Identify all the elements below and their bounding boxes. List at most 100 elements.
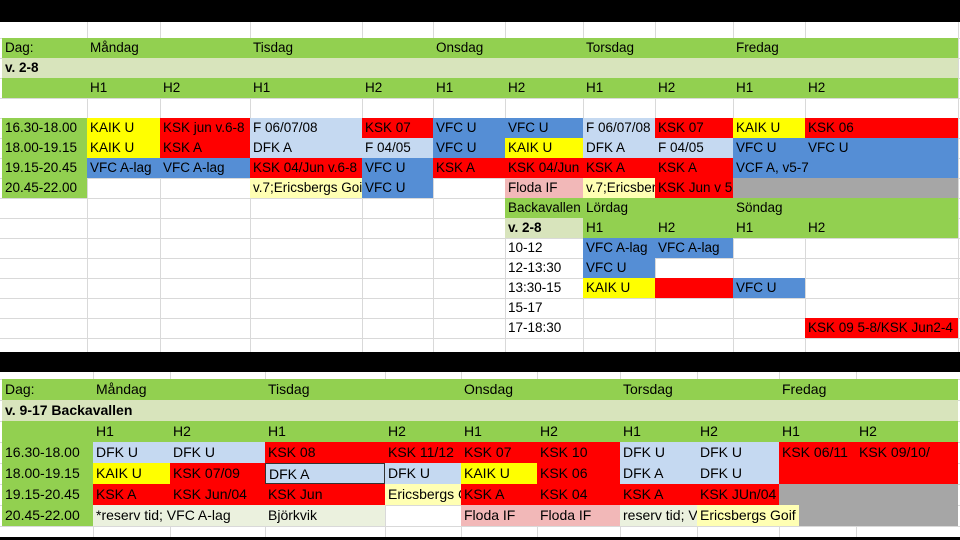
- booking-cell: KSK 08: [265, 442, 385, 463]
- booking-cell: VFC U: [505, 118, 583, 138]
- header-onsdag: Onsdag: [461, 379, 620, 400]
- time-slot: 20.45-22.00: [2, 178, 87, 198]
- header-tisdag: Tisdag: [265, 379, 461, 400]
- hall-label: H2: [859, 423, 877, 439]
- booking-cell: KSK 07: [461, 442, 537, 463]
- booking-cell: F 04/05: [655, 138, 733, 158]
- booking-cell: VFC A-lag: [655, 238, 733, 258]
- hall-label: H2: [365, 80, 383, 95]
- header-fredag: Fredag: [779, 379, 958, 400]
- time-slot: 16.30-18.00: [2, 442, 93, 463]
- booking-cell: Floda IF: [505, 178, 583, 198]
- booking-cell: KSK 06: [537, 463, 620, 484]
- booking-cell: KSK A: [461, 484, 537, 505]
- header-tisdag: Tisdag: [250, 38, 433, 58]
- booking-cell: [655, 278, 733, 298]
- booking-cell: KSK 10: [537, 442, 620, 463]
- booking-cell: Floda IF: [537, 505, 620, 526]
- hall-label: H2: [655, 218, 733, 238]
- booking-cell: DFK U: [93, 442, 170, 463]
- booking-cell: Björkvik: [265, 505, 385, 526]
- booking-cell: KSK JUn/04: [697, 484, 779, 505]
- week-label: v. 9-17 Backavallen: [2, 400, 958, 421]
- booking-cell: KSK 09 5-8/KSK Jun2-4: [805, 318, 958, 338]
- time-slot: 18.00-19.15: [2, 138, 87, 158]
- booking-cell: [733, 178, 958, 198]
- booking-cell: DFK U: [697, 463, 779, 484]
- booking-cell: KSK Jun/04: [170, 484, 265, 505]
- booking-cell: reserv tid; VFC A-lag: [620, 505, 697, 526]
- booking-cell: VFC U: [433, 118, 505, 138]
- booking-cell: KAIK U: [461, 463, 537, 484]
- booking-cell: VCF A, v5-7: [733, 158, 958, 178]
- header-mandag: Måndag: [87, 38, 250, 58]
- weekend-time-slot: 13:30-15: [508, 280, 562, 295]
- hall-label: H2: [388, 423, 406, 439]
- header-torsdag: Torsdag: [583, 38, 733, 58]
- booking-cell: VFC U: [583, 258, 655, 278]
- booking-cell: DFK U: [697, 442, 779, 463]
- bottom-spreadsheet: Dag: Måndag Tisdag Onsdag Torsdag Fredag…: [0, 372, 960, 537]
- booking-cell: DFK A: [265, 463, 385, 484]
- header-onsdag: Onsdag: [433, 38, 583, 58]
- time-slot: 20.45-22.00: [2, 505, 93, 526]
- booking-cell: F 06/07/08: [250, 118, 362, 138]
- hall-label: H1: [464, 423, 482, 439]
- header-fredag: Fredag: [733, 38, 958, 58]
- booking-cell: KSK A: [160, 138, 250, 158]
- hall-label: H2: [173, 423, 191, 439]
- booking-cell: VFC A-lag: [87, 158, 160, 178]
- booking-cell: DFK A: [620, 463, 697, 484]
- booking-cell: KSK Jun v 5: [655, 178, 733, 198]
- booking-cell: KAIK U: [733, 118, 805, 138]
- booking-cell: KSK 04: [537, 484, 620, 505]
- hall-label: H1: [586, 80, 604, 95]
- booking-cell: KSK 07/09: [170, 463, 265, 484]
- booking-cell: [779, 484, 958, 505]
- weekend-time-slot: 12-13:30: [508, 260, 562, 275]
- booking-cell: DFK U: [620, 442, 697, 463]
- booking-cell: KSK 06/11: [779, 442, 856, 463]
- booking-cell: DFK A: [250, 138, 362, 158]
- booking-cell: KSK 07: [362, 118, 433, 138]
- booking-cell: VFC A-lag: [160, 158, 250, 178]
- hall-label: H2: [805, 218, 958, 238]
- hall-label: H2: [808, 80, 826, 95]
- booking-cell: VFC U: [733, 138, 805, 158]
- booking-cell: KSK A: [433, 158, 505, 178]
- booking-cell: v.7;Ericsbergs Goif: [250, 178, 362, 198]
- booking-cell: VFC U: [733, 278, 805, 298]
- booking-cell: KSK 04/Jun: [505, 158, 583, 178]
- hall-header-row: [2, 421, 958, 442]
- hall-label: H1: [583, 218, 655, 238]
- booking-cell: DFK A: [583, 138, 655, 158]
- header-dag: Dag:: [2, 38, 87, 58]
- booking-cell: [779, 463, 958, 484]
- hall-label: H1: [782, 423, 800, 439]
- hall-label: H1: [736, 80, 754, 95]
- hall-label: H1: [733, 218, 805, 238]
- booking-cell: v.7;Ericsbergs Goif: [583, 178, 655, 198]
- booking-cell: VFC U: [362, 158, 433, 178]
- hall-label: H1: [268, 423, 286, 439]
- weekend-header-backavallen: Backavallen: [505, 198, 583, 218]
- booking-cell: [799, 505, 958, 526]
- booking-cell: VFC U: [805, 138, 958, 158]
- weekend-time-slot: 15-17: [508, 300, 543, 315]
- hall-label: H1: [623, 423, 641, 439]
- hall-label: H1: [90, 80, 108, 95]
- booking-cell: *reserv tid; VFC A-lag: [93, 505, 265, 526]
- hall-label: H2: [658, 80, 676, 95]
- booking-cell: KSK A: [655, 158, 733, 178]
- hall-label: H1: [253, 80, 271, 95]
- hall-label: H2: [540, 423, 558, 439]
- hall-label: H2: [163, 80, 181, 95]
- booking-cell: VFC U: [433, 138, 505, 158]
- weekend-header-lordag: Lördag: [583, 198, 733, 218]
- header-dag: Dag:: [2, 379, 93, 400]
- booking-cell: KAIK U: [583, 278, 655, 298]
- booking-cell: VFC U: [362, 178, 433, 198]
- booking-cell: DFK U: [385, 463, 461, 484]
- booking-cell: KAIK U: [505, 138, 583, 158]
- time-slot: 16.30-18.00: [2, 118, 87, 138]
